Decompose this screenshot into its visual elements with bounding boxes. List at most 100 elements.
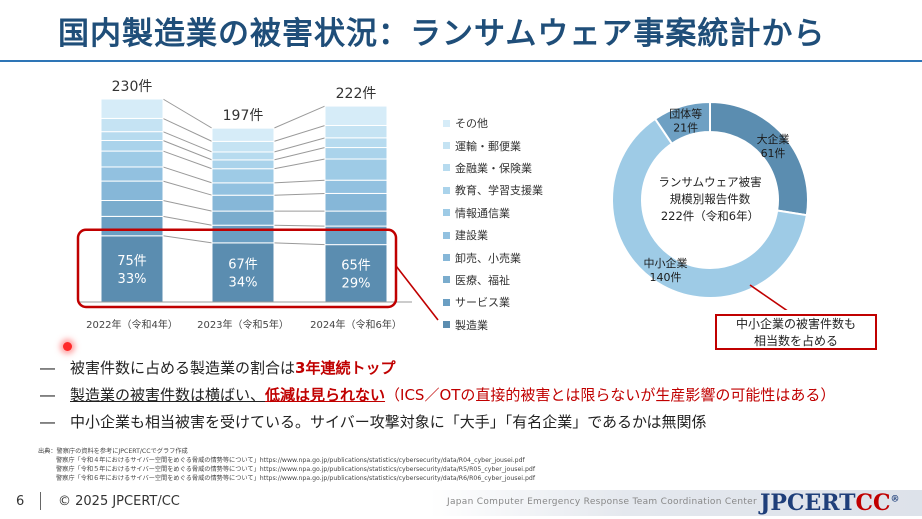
legend-label: 運輸・郵便業 bbox=[455, 139, 521, 153]
donut-slice-name: 団体等 bbox=[669, 107, 702, 121]
bar-segment bbox=[211, 182, 275, 196]
connector-line bbox=[273, 224, 326, 227]
donut-slice bbox=[611, 117, 808, 299]
donut-slice-name: 中小企業 bbox=[643, 256, 687, 270]
connector-line bbox=[162, 131, 213, 153]
connector-line bbox=[162, 235, 213, 244]
title-divider bbox=[0, 60, 922, 62]
bar-segment bbox=[324, 179, 388, 194]
connector-line bbox=[273, 179, 326, 184]
bar-segment bbox=[211, 210, 275, 226]
legend-item: 卸売、小売業 bbox=[443, 246, 543, 268]
connector-line bbox=[162, 166, 213, 184]
connector-line bbox=[273, 242, 326, 246]
legend-label: 教育、学習支援業 bbox=[455, 184, 543, 198]
bar-segment bbox=[211, 127, 275, 142]
connector-line bbox=[162, 117, 213, 142]
bar-segment bbox=[100, 150, 164, 168]
manufacturing-percent-label: 29% bbox=[342, 276, 371, 291]
callout-line-1: 中小企業の被害件数も bbox=[735, 317, 856, 331]
bar-segment bbox=[100, 166, 164, 182]
logo-mark: ® bbox=[890, 494, 900, 505]
donut-slice bbox=[653, 100, 711, 146]
donut-slice-name: 大企業 bbox=[757, 132, 790, 146]
connector-line bbox=[273, 147, 326, 161]
connector-line bbox=[162, 98, 213, 129]
legend-swatch bbox=[443, 164, 450, 172]
legend-label: 製造業 bbox=[455, 318, 488, 332]
bar-segment bbox=[324, 147, 388, 160]
bar-segment bbox=[324, 210, 388, 227]
bar-segment bbox=[324, 158, 388, 181]
donut-slice-value: 140件 bbox=[649, 271, 681, 284]
callout-line-2: 相当数を占める bbox=[753, 334, 838, 348]
legend-label: 建設業 bbox=[455, 229, 488, 243]
donut-slice-value: 61件 bbox=[761, 147, 786, 160]
connector-line bbox=[162, 215, 213, 226]
bullet-text: 3年連続トップ bbox=[295, 359, 396, 377]
donut-center-label: 222件（令和6年） bbox=[661, 209, 759, 223]
legend-item: 情報通信業 bbox=[443, 202, 543, 224]
source-notes: 出典：警察庁の資料を参考にJPCERT/CCでグラフ作成警察庁「令和４年における… bbox=[38, 447, 535, 483]
footer-tagline: Japan Computer Emergency Response Team C… bbox=[447, 497, 757, 507]
x-tick-label: 2023年（令和5年） bbox=[197, 318, 289, 331]
source-line: 警察庁「令和６年におけるサイバー空間をめぐる脅威の情勢等について」https:/… bbox=[56, 475, 536, 482]
legend-swatch bbox=[443, 276, 450, 284]
bar-segment bbox=[100, 180, 164, 202]
legend-label: 情報通信業 bbox=[455, 206, 510, 220]
bar-segment bbox=[100, 131, 164, 141]
bullet-dash: ― bbox=[40, 385, 55, 404]
bar-segment bbox=[211, 140, 275, 153]
connector-line bbox=[273, 192, 326, 196]
legend-swatch bbox=[443, 298, 450, 306]
connector-line bbox=[162, 150, 213, 170]
legend-item: 金融業・保険業 bbox=[443, 157, 543, 179]
bar-segment bbox=[211, 194, 275, 212]
bar-segment bbox=[100, 215, 164, 237]
bar-segment bbox=[324, 124, 388, 139]
page-number: 6 bbox=[16, 494, 25, 509]
bar-segment bbox=[211, 224, 275, 244]
callout-pointer-line bbox=[749, 284, 788, 310]
connector-line bbox=[273, 158, 326, 170]
bar-segment bbox=[211, 151, 275, 161]
bar-segment bbox=[100, 200, 164, 217]
bar-segment bbox=[100, 235, 164, 303]
connector-line bbox=[273, 125, 326, 142]
legend-label: 医療、福祉 bbox=[455, 273, 510, 287]
logo-accent: CC bbox=[855, 490, 891, 516]
bar-segment bbox=[324, 192, 388, 212]
legend-label: その他 bbox=[455, 117, 488, 131]
manufacturing-count-label: 67件 bbox=[228, 257, 258, 272]
bar-segment bbox=[211, 159, 275, 170]
bullet-item: ― 製造業の被害件数は横ばい、 低減は見られない （ICS／OTの直接的被害とは限らな… bbox=[40, 381, 835, 408]
legend-swatch bbox=[443, 186, 450, 194]
source-line: 警察庁「令和４年におけるサイバー空間をめぐる脅威の情勢等について」https:/… bbox=[56, 457, 525, 464]
connector-line bbox=[273, 105, 326, 129]
bar-segment bbox=[324, 244, 388, 303]
bar-segment bbox=[211, 168, 275, 184]
bar-segment bbox=[324, 137, 388, 149]
bar-chart-legend: その他運輸・郵便業 金融業・保険業 教育、学習支援業 情報通信業建設業卸売、小売業医療… bbox=[443, 112, 543, 336]
legend-item: 医療、福祉 bbox=[443, 269, 543, 291]
bullet-text: 製造業の被害件数は横ばい、 bbox=[70, 386, 266, 404]
stacked-bar-chart: 230件 197件 222件 2022年（令和4年） 2023年（令和5年） 2024年（… bbox=[76, 79, 439, 331]
donut-center-label: ランサムウェア被害 bbox=[658, 175, 761, 189]
legend-label: 金融業・保険業 bbox=[455, 161, 532, 175]
copyright: © 2025 JPCERT/CC bbox=[58, 494, 180, 509]
manufacturing-highlight-box bbox=[76, 228, 398, 309]
donut-center-label: 規模別報告件数 bbox=[670, 192, 751, 206]
bullet-dash: ― bbox=[40, 412, 55, 431]
jpcert-logo: JPCERTCC® bbox=[760, 490, 900, 516]
bullet-item: ― 被害件数に占める製造業の割合は 3年連続トップ bbox=[40, 354, 835, 381]
laser-pointer-dot bbox=[63, 342, 72, 351]
manufacturing-count-label: 65件 bbox=[341, 258, 371, 273]
footer-separator bbox=[40, 492, 41, 510]
footer: 6 © 2025 JPCERT/CC Japan Computer Emerge… bbox=[0, 486, 922, 519]
bar-segment bbox=[324, 105, 388, 126]
source-line: 出典：警察庁の資料を参考にJPCERT/CCでグラフ作成 bbox=[38, 448, 188, 455]
bullet-item: ― 中小企業も相当被害を受けている。サイバー攻撃対象に「大手」「有名企業」であるか… bbox=[40, 408, 835, 435]
manufacturing-percent-label: 34% bbox=[229, 275, 258, 290]
highlight-pointer-line bbox=[395, 265, 439, 321]
